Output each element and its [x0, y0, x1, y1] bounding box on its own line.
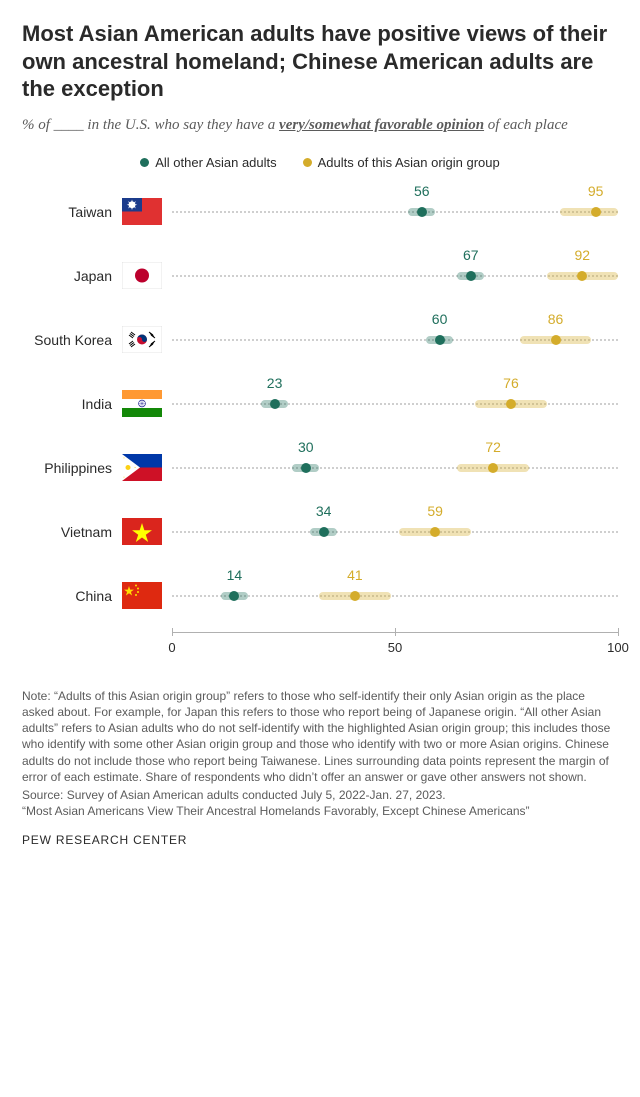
value-label-b: 92 — [575, 247, 591, 263]
point-series-a — [229, 591, 239, 601]
legend-dot-b — [303, 158, 312, 167]
chart-title: Most Asian American adults have positive… — [22, 20, 618, 103]
row-plot: 14 41 — [172, 564, 618, 628]
chart-row: India 23 76 — [22, 372, 618, 436]
point-series-a — [417, 207, 427, 217]
legend-label-b: Adults of this Asian origin group — [318, 155, 500, 170]
legend: All other Asian adults Adults of this As… — [22, 155, 618, 170]
point-series-b — [551, 335, 561, 345]
chart-row: Japan 67 92 — [22, 244, 618, 308]
value-label-b: 76 — [503, 375, 519, 391]
row-plot: 34 59 — [172, 500, 618, 564]
attribution: PEW RESEARCH CENTER — [22, 833, 618, 847]
row-plot: 23 76 — [172, 372, 618, 436]
value-label-b: 59 — [427, 503, 443, 519]
point-series-b — [350, 591, 360, 601]
chart-note: Note: “Adults of this Asian origin group… — [22, 688, 618, 785]
chart-row: South Korea 60 86 — [22, 308, 618, 372]
legend-item-a: All other Asian adults — [140, 155, 276, 170]
row-label: China — [22, 588, 122, 604]
subtitle-pre: % of ____ in the U.S. who say they have … — [22, 117, 279, 133]
value-label-b: 95 — [588, 183, 604, 199]
legend-item-b: Adults of this Asian origin group — [303, 155, 500, 170]
flag-icon — [122, 326, 162, 353]
chart-row: Vietnam 34 59 — [22, 500, 618, 564]
flag-icon — [122, 582, 162, 609]
row-label: Vietnam — [22, 524, 122, 540]
row-plot: 56 95 — [172, 180, 618, 244]
chart-row: Taiwan 56 95 — [22, 180, 618, 244]
chart-source: Source: Survey of Asian American adults … — [22, 787, 618, 819]
row-plot: 67 92 — [172, 244, 618, 308]
value-label-a: 56 — [414, 183, 430, 199]
row-label: Japan — [22, 268, 122, 284]
point-series-a — [435, 335, 445, 345]
point-series-b — [577, 271, 587, 281]
point-series-a — [319, 527, 329, 537]
chart-row: China 14 41 — [22, 564, 618, 628]
row-label: India — [22, 396, 122, 412]
flag-icon — [122, 198, 162, 225]
axis-tick-label: 100 — [607, 640, 629, 655]
value-label-a: 14 — [227, 567, 243, 583]
row-label: South Korea — [22, 332, 122, 348]
point-series-a — [270, 399, 280, 409]
point-series-b — [506, 399, 516, 409]
value-label-a: 67 — [463, 247, 479, 263]
point-series-b — [488, 463, 498, 473]
row-label: Philippines — [22, 460, 122, 476]
value-label-b: 86 — [548, 311, 564, 327]
chart: Taiwan 56 95 Japan 67 92 South Korea 60 86 India 2… — [22, 180, 618, 628]
subtitle-underlined: very/somewhat favorable opinion — [279, 117, 484, 133]
value-label-a: 34 — [316, 503, 332, 519]
chart-row: Philippines 30 72 — [22, 436, 618, 500]
subtitle-post: of each place — [484, 117, 568, 133]
legend-dot-a — [140, 158, 149, 167]
point-series-a — [466, 271, 476, 281]
axis-tick-label: 0 — [168, 640, 175, 655]
point-series-a — [301, 463, 311, 473]
row-plot: 60 86 — [172, 308, 618, 372]
value-label-b: 41 — [347, 567, 363, 583]
flag-icon — [122, 390, 162, 417]
x-axis: 050100 — [22, 632, 618, 662]
flag-icon — [122, 262, 162, 289]
row-label: Taiwan — [22, 204, 122, 220]
value-label-b: 72 — [485, 439, 501, 455]
flag-icon — [122, 454, 162, 481]
point-series-b — [430, 527, 440, 537]
row-plot: 30 72 — [172, 436, 618, 500]
flag-icon — [122, 518, 162, 545]
value-label-a: 23 — [267, 375, 283, 391]
legend-label-a: All other Asian adults — [155, 155, 276, 170]
axis-tick-label: 50 — [388, 640, 402, 655]
value-label-a: 60 — [432, 311, 448, 327]
value-label-a: 30 — [298, 439, 314, 455]
chart-subtitle: % of ____ in the U.S. who say they have … — [22, 115, 618, 135]
point-series-b — [591, 207, 601, 217]
